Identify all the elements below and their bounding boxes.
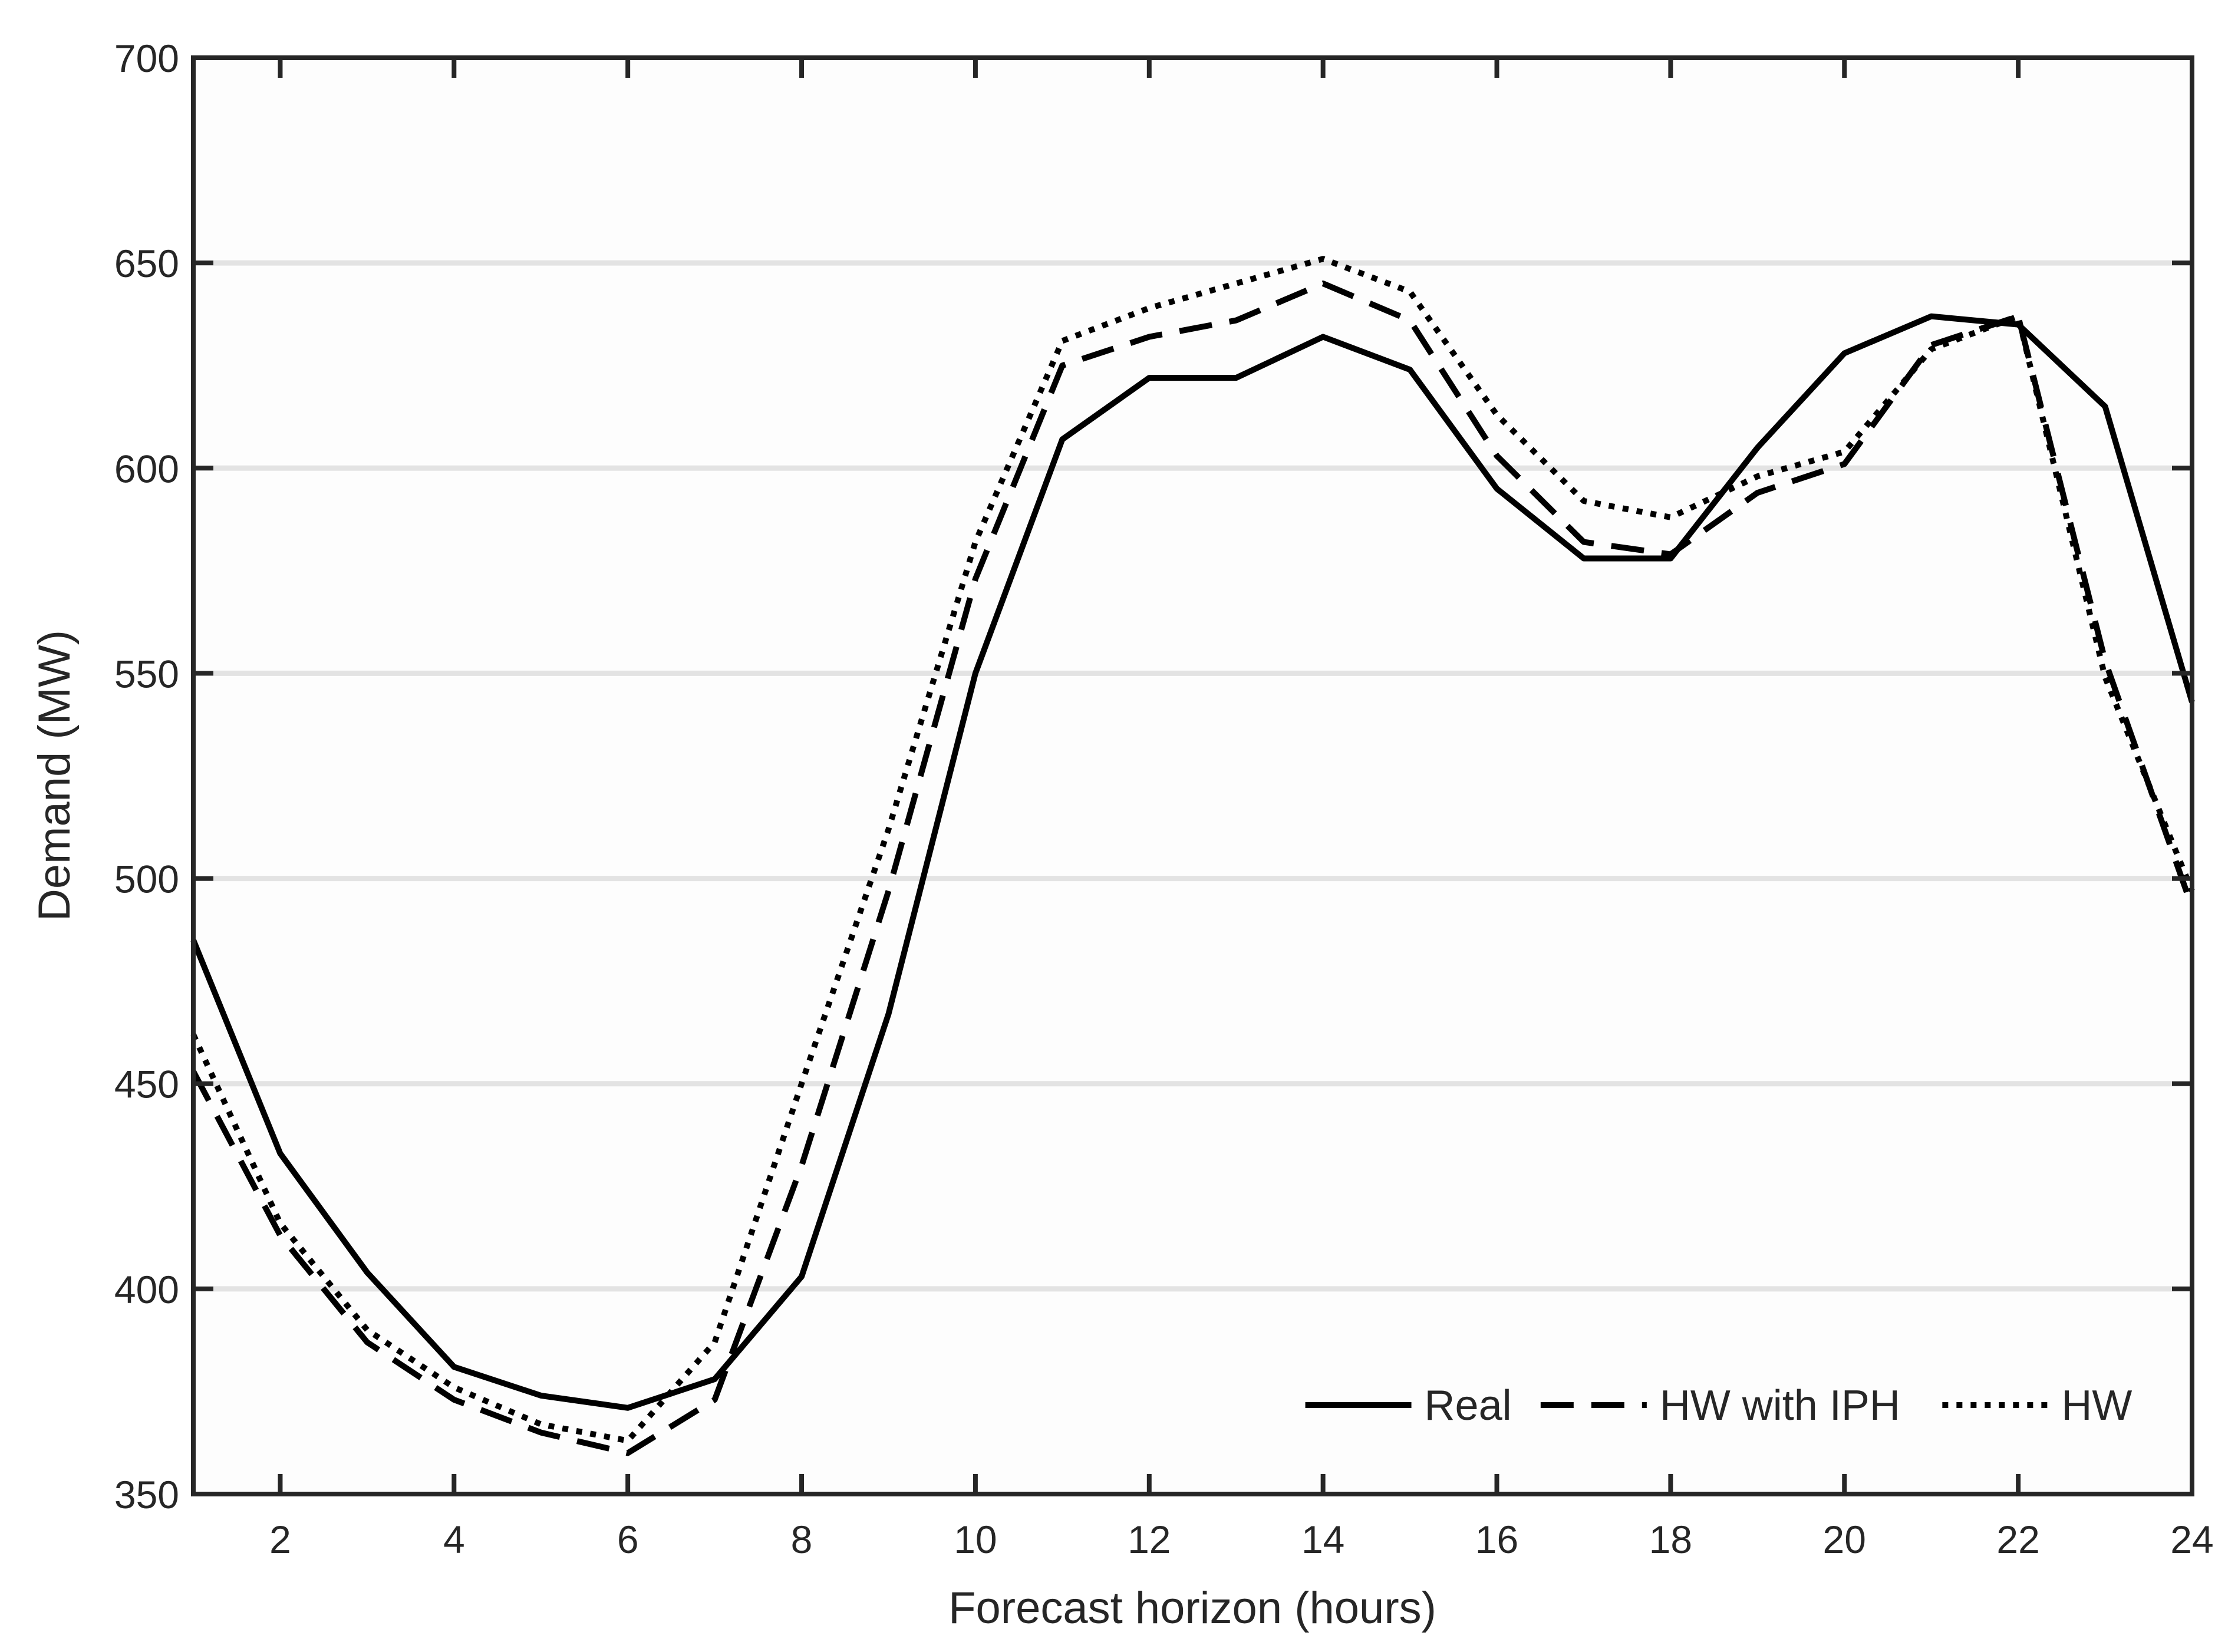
- y-tick-label: 700: [114, 37, 179, 80]
- x-tick-label: 6: [617, 1518, 639, 1561]
- y-tick-label: 350: [114, 1473, 179, 1516]
- x-tick-label: 8: [791, 1518, 813, 1561]
- y-tick-label: 650: [114, 242, 179, 285]
- plot-frame: [191, 55, 2194, 1496]
- x-tick-label: 2: [269, 1518, 291, 1561]
- y-tick-label: 400: [114, 1268, 179, 1311]
- y-tick-label: 600: [114, 447, 179, 490]
- x-tick-label: 4: [443, 1518, 465, 1561]
- series-line-1: [190, 313, 2195, 1411]
- series-line-2: [190, 281, 2195, 1456]
- x-tick-label: 10: [954, 1518, 997, 1561]
- y-tick-label: 450: [114, 1063, 179, 1106]
- legend: Real HW with IPH HW: [1305, 1382, 2132, 1429]
- y-axis-label: Demand (MW): [29, 630, 80, 921]
- y-tick-label: 550: [114, 652, 179, 695]
- plot-area: [193, 58, 2192, 1494]
- x-tick-label: 22: [1996, 1518, 2039, 1561]
- legend-label: HW: [2061, 1382, 2132, 1429]
- axis-ticks: [193, 55, 2194, 1496]
- x-tick-label: 24: [2170, 1518, 2213, 1561]
- x-tick-label: 14: [1301, 1518, 1344, 1561]
- x-tick-label: 16: [1475, 1518, 1518, 1561]
- x-axis-label: Forecast horizon (hours): [948, 1583, 1436, 1633]
- x-tick-label: 20: [1823, 1518, 1866, 1561]
- gridlines: [193, 260, 2192, 1292]
- x-tick-label: 12: [1128, 1518, 1171, 1561]
- legend-label: Real: [1425, 1382, 1512, 1429]
- legend-label: HW with IPH: [1660, 1382, 1900, 1429]
- data-series: [190, 256, 2195, 1456]
- y-tick-label: 500: [114, 858, 179, 901]
- x-tick-label: 18: [1649, 1518, 1692, 1561]
- series-line-3: [190, 256, 2195, 1444]
